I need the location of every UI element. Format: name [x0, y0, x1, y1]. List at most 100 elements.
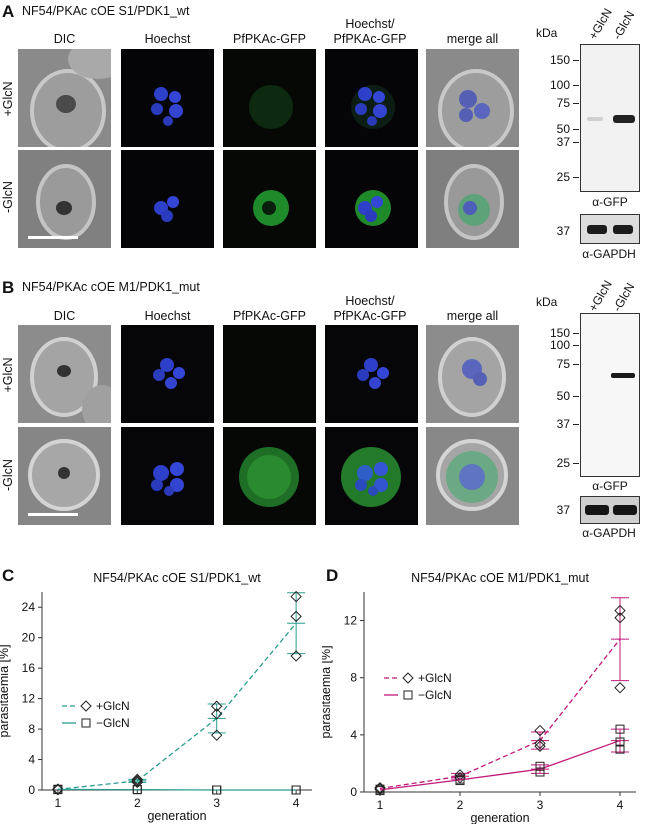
chart-d: NF54/PKAc cOE M1/PDK1_mut 0 4 8 12 1 2 3 4 genera… [319, 566, 644, 825]
panel-b-row-plus: +GlcN [1, 357, 15, 393]
micrograph-a-hoechst-minus [121, 150, 214, 248]
panel-b-col-gfp: PfPKAc-GFP [233, 309, 306, 323]
blot-b-band-gapdh-minus [613, 505, 637, 515]
blot-b-gfp [580, 313, 640, 477]
chart-c-y-tick-label: 4 [28, 753, 35, 767]
micrograph-b-merge-hg-minus [325, 427, 418, 525]
micrograph-b-hoechst-minus [121, 427, 214, 525]
chart-d-y-tick-label: 0 [350, 785, 357, 799]
chart-c-y-tick-label: 8 [28, 722, 35, 736]
panel-b-col-hoechst: Hoechst [144, 309, 191, 323]
chart-c-x-label: generation [147, 809, 206, 823]
chart-c-series-line-0 [57, 622, 297, 791]
micrograph-b-merge-hg-plus [325, 325, 418, 423]
blot-b-mw-gapdh: 37 [556, 503, 570, 517]
panel-letter-c: C [2, 566, 15, 585]
panel-b-col-merge-all: merge all [446, 309, 499, 323]
micrograph-a-merge-hg-minus [325, 150, 418, 248]
chart-c-point-diamond [131, 773, 144, 786]
blot-b-kda-label: kDa [536, 295, 558, 309]
chart-d-point-diamond [614, 682, 626, 694]
chart-c-x-tick-label: 3 [213, 796, 220, 810]
chart-d-point-square [615, 744, 625, 754]
scale-bar-a [28, 236, 78, 239]
chart-d-legend-label: −GlcN [418, 688, 452, 702]
chart-c-legend-label: +GlcN [96, 699, 130, 713]
blot-a-tick [573, 142, 579, 143]
blot-b-tick [573, 463, 579, 464]
chart-d-legend-label: +GlcN [418, 671, 452, 685]
panel-b-row-minus: -GlcN [1, 459, 15, 491]
blot-b-tick [573, 333, 579, 334]
chart-d-y-tick-label: 8 [350, 671, 357, 685]
chart-c-point-square [291, 785, 301, 795]
micrograph-a-merge-all-minus [426, 150, 519, 248]
chart-d-x-label: generation [470, 811, 529, 824]
chart-d-point-diamond [614, 612, 626, 624]
blot-a-mw-37: 37 [556, 135, 570, 149]
blot-b-mw-37: 37 [556, 417, 570, 431]
blot-b-mw-75: 75 [556, 357, 570, 371]
chart-d-point-square [615, 724, 625, 734]
chart-c-point-diamond [210, 729, 223, 741]
chart-d-x-tick-label: 4 [617, 798, 624, 812]
blot-b-tick [573, 345, 579, 346]
chart-c-point-diamond [290, 610, 302, 623]
panel-a-col-dic: DIC [53, 32, 76, 46]
blot-b-tick [573, 364, 579, 365]
chart-c-title: NF54/PKAc cOE S1/PDK1_wt [93, 571, 261, 585]
chart-c-x-tick-label: 2 [134, 796, 141, 810]
chart-c-point-square [53, 784, 63, 794]
blot-a-gapdh [580, 214, 640, 244]
panel-letter-d: D [326, 566, 339, 585]
chart-c-y-tick-label: 12 [22, 692, 36, 706]
micrograph-b-merge-all-minus [426, 427, 519, 525]
micrograph-b-merge-all-plus [426, 325, 519, 423]
scale-bar-b [28, 513, 78, 516]
panel-a-title: NF54/PKAc cOE S1/PDK1_wt [22, 4, 190, 18]
chart-d-y-tick-label: 4 [350, 728, 357, 742]
blot-a-tick [573, 177, 579, 178]
blot-a-band-gapdh-minus [613, 225, 633, 234]
chart-c-legend-label: −GlcN [96, 716, 130, 730]
blot-a-antibody-gapdh: α-GAPDH [582, 247, 636, 261]
chart-c-point-diamond [52, 783, 64, 795]
panel-a-col-hoechst: Hoechst [144, 32, 191, 46]
blot-a-gfp [580, 44, 640, 192]
blot-a-band-gfp [613, 115, 635, 123]
blot-b-antibody-gapdh: α-GAPDH [582, 526, 636, 540]
chart-d-point-square [455, 776, 465, 786]
blot-b-tick [573, 424, 579, 425]
chart-c: NF54/PKAc cOE S1/PDK1_wt 0 4 8 12 16 20 24 1 2 3 4 g… [0, 566, 320, 824]
blot-a-antibody-gfp: α-GFP [592, 195, 628, 209]
micrograph-b-gfp-minus [223, 427, 316, 525]
panel-a-col-gfp: PfPKAc-GFP [233, 32, 306, 46]
chart-c-y-tick-label: 16 [22, 661, 36, 675]
chart-c-point-diamond [290, 590, 302, 603]
chart-c-point-diamond [290, 650, 302, 662]
micrograph-a-hoechst-plus [121, 49, 214, 147]
blot-a-kda-label: kDa [536, 26, 558, 40]
blot-b-gapdh [580, 496, 640, 524]
chart-c-x-tick-label: 1 [55, 796, 62, 810]
blot-b-mw-25: 25 [556, 456, 570, 470]
blot-b-tick [573, 396, 579, 397]
chart-c-y-label: parasitaemia [%] [0, 644, 11, 737]
chart-d-point-diamond [534, 740, 546, 752]
blot-a-lane-plus: +GlcN [585, 5, 615, 43]
blot-b-band-gapdh-plus [585, 505, 609, 515]
blot-b-mw-100: 100 [549, 338, 570, 352]
panel-letter-b: B [2, 278, 15, 297]
blot-a-mw-25: 25 [556, 170, 570, 184]
blot-a-band-faint [587, 117, 603, 121]
chart-d-series-line-0 [379, 638, 621, 790]
chart-c-y-tick-label: 24 [22, 600, 36, 614]
chart-c-point-square [132, 785, 142, 795]
chart-c-x-tick-label: 4 [293, 796, 300, 810]
panel-b-col-dic: DIC [53, 309, 76, 323]
chart-c-point-square [212, 785, 222, 795]
micrograph-a-merge-hg-plus [325, 49, 418, 147]
micrograph-b-dic-plus [18, 325, 111, 423]
